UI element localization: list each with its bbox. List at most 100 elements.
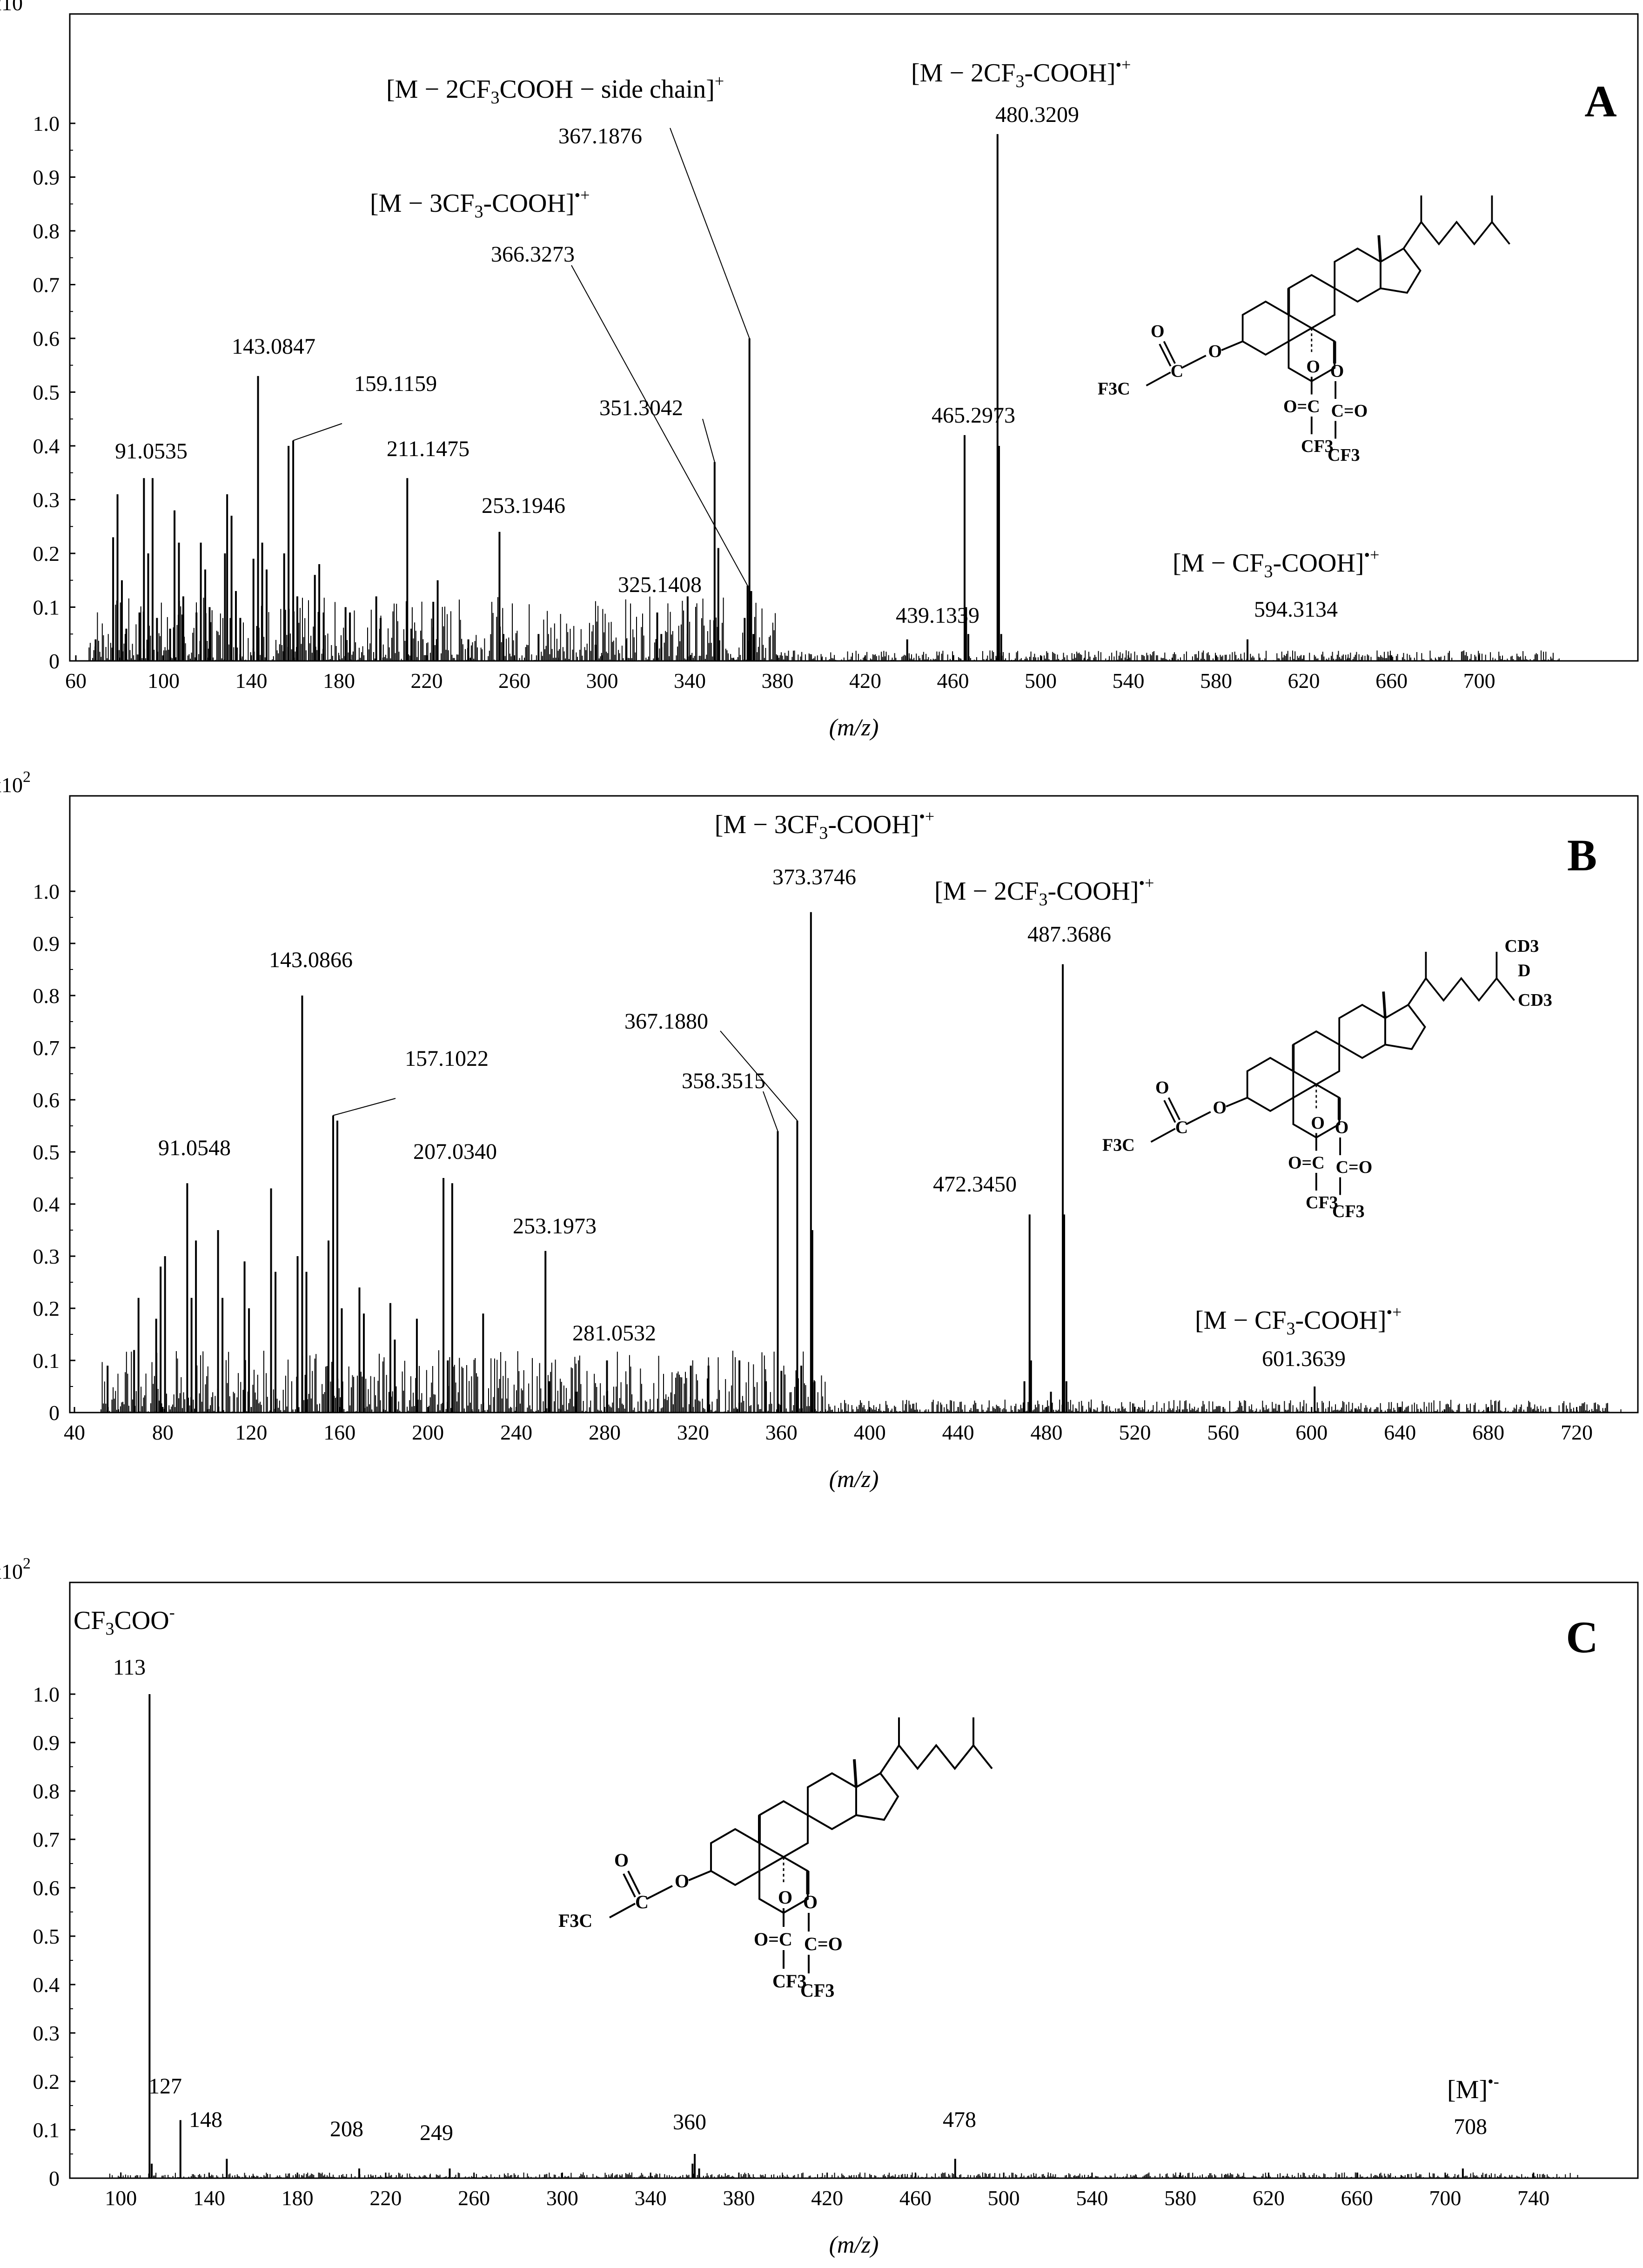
x-tick-label: 40 bbox=[64, 1420, 85, 1444]
ion-annotation-sub: 3 bbox=[491, 88, 500, 108]
y-tick-label: 1.0 bbox=[33, 112, 60, 135]
y-tick-label: 0.8 bbox=[33, 984, 60, 1008]
y-tick-label: 0.6 bbox=[33, 327, 60, 350]
cf3-label: CF3 bbox=[772, 1971, 806, 1992]
steroid-ring bbox=[1288, 274, 1336, 330]
x-tick-label: 740 bbox=[1517, 2186, 1549, 2210]
x-tick-label: 380 bbox=[723, 2186, 755, 2210]
x-tick-label: 320 bbox=[677, 1420, 709, 1444]
ion-annotation: [M − 3CF3-COOH]•+ bbox=[715, 807, 934, 843]
peak-label: 472.3450 bbox=[933, 1172, 1017, 1197]
ion-annotation-pre: [M] bbox=[1447, 2075, 1488, 2104]
o-eq-c-label: O=C bbox=[1288, 1153, 1325, 1173]
peak-label: 601.3639 bbox=[1262, 1346, 1346, 1371]
ion-annotation-sub: 3 bbox=[1016, 72, 1025, 91]
ion-annotation-sup: + bbox=[715, 72, 724, 90]
ion-annotation-sub: 3 bbox=[819, 823, 828, 843]
peak-label: 281.0532 bbox=[572, 1321, 656, 1346]
scale-label: x102 bbox=[0, 768, 31, 797]
x-tick-label: 480 bbox=[1031, 1420, 1063, 1444]
side-chain bbox=[1407, 976, 1515, 1006]
ion-annotation: [M − 3CF3-COOH]•+ bbox=[370, 186, 590, 222]
x-tick-label: 100 bbox=[105, 2186, 137, 2210]
y-tick-label: 0.8 bbox=[33, 219, 60, 243]
molecule-structure: CD3 D CD3 O C O F3C O O=C CF3 O C=O CF3 bbox=[1102, 936, 1552, 1221]
y-tick-label: 0.6 bbox=[33, 1876, 60, 1900]
x-tick-label: 520 bbox=[1119, 1420, 1151, 1444]
peak-label: 360 bbox=[673, 2110, 706, 2134]
y-tick-label: 0.2 bbox=[33, 2070, 60, 2093]
leader-line bbox=[293, 423, 342, 441]
x-tick-label: 380 bbox=[762, 669, 794, 693]
x-tick-label: 80 bbox=[152, 1420, 174, 1444]
x-tick-label: 680 bbox=[1472, 1420, 1504, 1444]
y-tick-label: 1.0 bbox=[33, 1682, 60, 1706]
x-tick-label: 300 bbox=[546, 2186, 578, 2210]
carbonyl-bond bbox=[627, 1871, 641, 1895]
y-tick-label: 0.9 bbox=[33, 166, 60, 189]
ion-annotation-sup: •- bbox=[1488, 2072, 1499, 2091]
ion-annotation-post: -COOH] bbox=[1025, 59, 1116, 87]
f3c-label: F3C bbox=[1098, 379, 1130, 399]
x-tick-label: 500 bbox=[988, 2186, 1020, 2210]
x-tick-label: 580 bbox=[1164, 2186, 1196, 2210]
oxygen-label: O bbox=[1311, 1113, 1325, 1133]
y-tick-label: 0.4 bbox=[33, 1973, 60, 1997]
peak-label: 253.1973 bbox=[513, 1214, 597, 1238]
ion-annotation-pre: [M − 3CF bbox=[715, 810, 819, 839]
oxygen-label: O bbox=[803, 1891, 818, 1912]
y-tick-label: 0.3 bbox=[33, 1245, 60, 1268]
ion-annotation-pre: [M − 2CF bbox=[911, 59, 1016, 87]
scale-base: x10 bbox=[0, 1560, 23, 1583]
ion-annotation-post: -COOH] bbox=[828, 810, 919, 839]
y-tick-label: 0.1 bbox=[33, 1349, 60, 1373]
leader-line bbox=[702, 418, 715, 462]
x-tick-label: 700 bbox=[1429, 2186, 1461, 2210]
methyl-wedge bbox=[1382, 991, 1387, 1018]
oxygen-label: O bbox=[1151, 322, 1165, 341]
y-tick-label: 0.7 bbox=[33, 1828, 60, 1851]
y-tick-label: 0 bbox=[49, 1401, 60, 1425]
x-tick-label: 580 bbox=[1200, 669, 1232, 693]
oxygen-label: O bbox=[1208, 342, 1222, 361]
x-tick-label: 640 bbox=[1384, 1420, 1416, 1444]
ion-annotation-sub: 3 bbox=[1287, 1319, 1295, 1339]
x-tick-label: 460 bbox=[899, 2186, 932, 2210]
y-tick-label: 0.2 bbox=[33, 542, 60, 565]
c-eq-o-label: C=O bbox=[804, 1933, 843, 1954]
panel-b: x102 0 0.1 0.2 0.3 0.4 0.5 0.6 0.7 0.8 0.9 1.0 40 80 1… bbox=[0, 768, 1639, 1493]
oxygen-label: O bbox=[1330, 362, 1344, 381]
cf3-label: CF3 bbox=[1328, 445, 1360, 465]
steroid-ring bbox=[710, 1828, 760, 1886]
y-tick-label: 0.6 bbox=[33, 1088, 60, 1112]
y-tick-label: 0.9 bbox=[33, 1731, 60, 1755]
x-tick-label: 140 bbox=[193, 2186, 225, 2210]
steroid-ring-d bbox=[1380, 247, 1422, 294]
ester-bond bbox=[688, 1870, 711, 1881]
x-tick-label: 100 bbox=[148, 669, 180, 693]
d-label: D bbox=[1518, 961, 1530, 980]
steroid-ring bbox=[1246, 1057, 1294, 1112]
oxygen-label: O bbox=[675, 1871, 689, 1891]
peak-label: 351.3042 bbox=[599, 396, 683, 420]
x-tick-label: 720 bbox=[1561, 1420, 1593, 1444]
x-tick-label: 440 bbox=[942, 1420, 974, 1444]
oxygen-label: O bbox=[1306, 357, 1320, 377]
side-chain bbox=[1402, 220, 1510, 249]
noise-baseline bbox=[101, 1350, 1609, 1413]
peak-label: 439.1339 bbox=[896, 603, 979, 628]
ion-annotation: CF3COO- bbox=[74, 1603, 175, 1639]
y-tick-label: 0.2 bbox=[33, 1297, 60, 1320]
cf3-label: CF3 bbox=[1332, 1202, 1365, 1221]
x-tick-label: 160 bbox=[323, 1420, 355, 1444]
ion-annotation-post: -COOH] bbox=[1295, 1306, 1387, 1335]
panel-letter: C bbox=[1566, 1612, 1598, 1662]
ion-annotation: [M − 2CF3-COOH]•+ bbox=[911, 55, 1131, 91]
x-tick-label: 500 bbox=[1025, 669, 1057, 693]
x-tick-label: 420 bbox=[811, 2186, 843, 2210]
x-axis-label: (m/z) bbox=[829, 1466, 879, 1493]
x-tick-label: 460 bbox=[937, 669, 969, 693]
peak-label: 367.1880 bbox=[624, 1009, 708, 1034]
x-tick-label: 660 bbox=[1375, 669, 1408, 693]
